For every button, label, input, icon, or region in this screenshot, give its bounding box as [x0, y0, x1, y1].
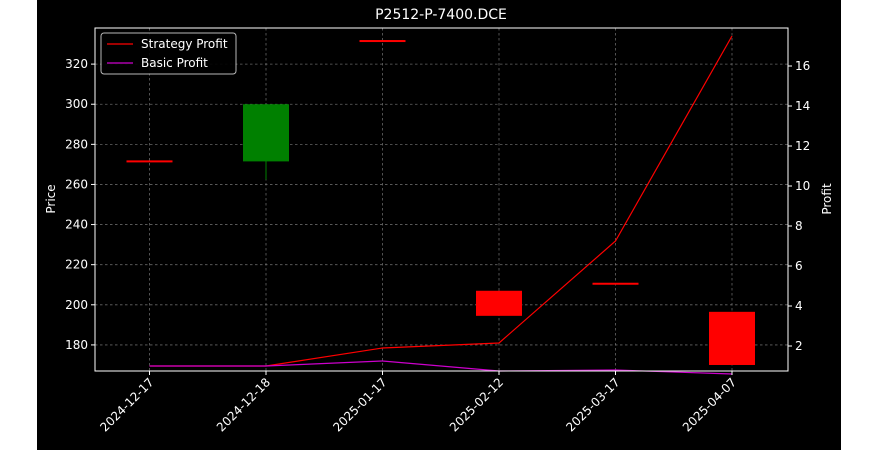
- candle-body: [476, 290, 522, 316]
- y2-tick-label: 14: [795, 99, 810, 113]
- legend-box: [100, 32, 237, 75]
- candle-body: [709, 311, 755, 365]
- y-tick-label: 180: [65, 338, 88, 352]
- x-tick-label: 2025-04-07: [680, 375, 739, 434]
- y2-tick-label: 4: [795, 299, 803, 313]
- y2-tick-label: 8: [795, 219, 803, 233]
- axes: 180 200 220 240 260 280 300 320 2 4 6 8 10 12 14 16 2024…: [65, 57, 810, 434]
- legend-label-basic: Basic Profit: [141, 56, 208, 70]
- y-tick-label: 300: [65, 97, 88, 111]
- candle-body: [359, 40, 406, 43]
- y2-tick-label: 2: [795, 339, 803, 353]
- profit-lines: [149, 35, 733, 375]
- strategy-profit-line: [149, 35, 733, 367]
- chart-figure: P2512-P-7400.DCE 180 200 220 240 260 280 300 32…: [37, 0, 841, 450]
- grid-lines: [95, 28, 788, 371]
- x-tick-label: 2024-12-17: [97, 375, 156, 434]
- y-tick-label: 280: [65, 137, 88, 151]
- plot-frame: [94, 27, 789, 372]
- x-tick-label: 2025-02-12: [447, 375, 506, 434]
- x-tick-label: 2024-12-18: [214, 375, 273, 434]
- x-tick-label: 2025-03-17: [563, 375, 622, 434]
- y-axis-label: Price: [44, 184, 58, 213]
- legend-label-strategy: Strategy Profit: [141, 37, 228, 51]
- y-tick-label: 320: [65, 57, 88, 71]
- y2-tick-label: 10: [795, 179, 810, 193]
- candle-body: [126, 160, 173, 163]
- y2-tick-label: 16: [795, 59, 810, 73]
- y-tick-label: 200: [65, 298, 88, 312]
- chart-canvas: P2512-P-7400.DCE 180 200 220 240 260 280 300 32…: [44, 7, 834, 434]
- x-tick-label: 2025-01-17: [330, 375, 389, 434]
- y2-axis-label: Profit: [820, 183, 834, 215]
- candle-body: [243, 104, 289, 162]
- basic-profit-line: [149, 360, 733, 375]
- y2-tick-label: 6: [795, 259, 803, 273]
- candle-body: [592, 282, 639, 285]
- y-tick-label: 220: [65, 258, 88, 272]
- y-tick-label: 240: [65, 218, 88, 232]
- candlesticks: [126, 40, 755, 365]
- chart-title: P2512-P-7400.DCE: [375, 7, 507, 23]
- legend: Strategy Profit Basic Profit: [100, 32, 237, 75]
- y-tick-label: 260: [65, 177, 88, 191]
- y2-tick-label: 12: [795, 139, 810, 153]
